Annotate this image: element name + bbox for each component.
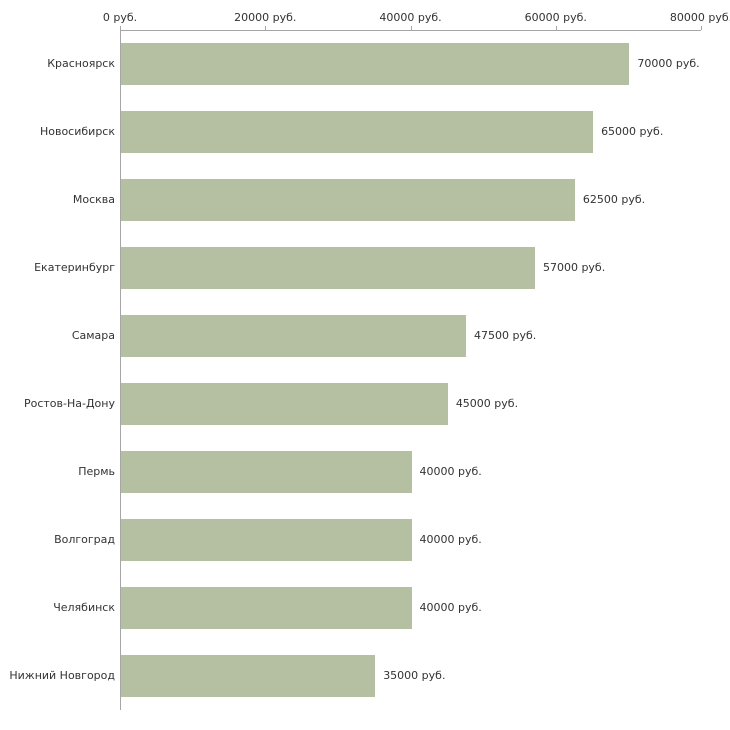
bar [121, 179, 575, 221]
bar [121, 519, 412, 561]
value-label: 62500 руб. [582, 193, 646, 206]
bar [121, 587, 412, 629]
value-label: 40000 руб. [419, 601, 482, 614]
x-axis-tick-label: 60000 руб. [524, 11, 587, 24]
bar [121, 111, 594, 153]
category-label: Нижний Новгород [9, 669, 115, 682]
x-axis-line [120, 30, 701, 31]
x-axis-tick-label: 0 руб. [102, 11, 138, 24]
bar [121, 247, 535, 289]
value-label: 35000 руб. [383, 669, 446, 682]
bar [121, 43, 630, 85]
category-label: Ростов-На-Дону [23, 397, 115, 410]
bar [121, 315, 466, 357]
x-axis-tick-label: 20000 руб. [234, 11, 297, 24]
x-axis-tick [410, 26, 412, 30]
category-label: Новосибирск [39, 125, 115, 138]
x-axis-tick [555, 26, 557, 30]
value-label: 45000 руб. [455, 397, 519, 410]
bar [121, 655, 376, 697]
category-label: Екатеринбург [34, 261, 115, 274]
value-label: 65000 руб. [601, 125, 664, 138]
category-label: Волгоград [54, 533, 115, 546]
value-label: 57000 руб. [542, 261, 606, 274]
value-label: 70000 руб. [637, 57, 700, 70]
value-label: 40000 руб. [419, 533, 482, 546]
bar [121, 451, 412, 493]
x-axis-tick [120, 26, 121, 30]
category-label: Челябинск [53, 601, 115, 614]
x-axis-tick [701, 26, 702, 30]
y-axis-line [120, 30, 121, 710]
x-axis-tick-label: 40000 руб. [379, 11, 442, 24]
category-label: Красноярск [47, 57, 115, 70]
x-axis-tick [265, 26, 267, 30]
category-label: Самара [71, 329, 115, 342]
bar [121, 383, 448, 425]
value-label: 47500 руб. [473, 329, 537, 342]
category-label: Москва [72, 193, 115, 206]
value-label: 40000 руб. [419, 465, 482, 478]
x-axis-tick-label: 80000 руб. [669, 11, 730, 24]
category-label: Пермь [78, 465, 115, 478]
